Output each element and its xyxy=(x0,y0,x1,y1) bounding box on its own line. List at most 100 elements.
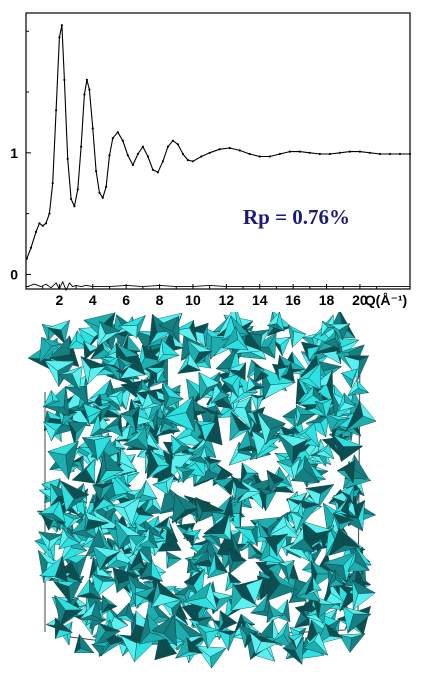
tetrahedron xyxy=(287,324,307,349)
x-tick-label: 4 xyxy=(89,292,97,308)
tetrahedron xyxy=(195,496,224,522)
data-point xyxy=(83,93,86,96)
tetrahedron xyxy=(174,466,195,484)
tetrahedron xyxy=(91,573,118,598)
tetrahedron xyxy=(154,516,173,532)
tetrahedron xyxy=(122,426,149,451)
plot-border xyxy=(25,12,411,290)
tetrahedron xyxy=(272,621,292,648)
tetrahedron xyxy=(76,578,103,600)
tetrahedron xyxy=(340,368,358,389)
data-point xyxy=(51,182,54,185)
tetrahedron xyxy=(347,547,371,572)
data-point xyxy=(98,191,101,194)
tetrahedron xyxy=(193,549,216,568)
tetrahedron xyxy=(256,411,287,446)
data-point xyxy=(85,78,88,81)
tetrahedron xyxy=(47,319,71,344)
x-tick-label: 2 xyxy=(55,292,63,308)
data-point xyxy=(228,146,231,150)
data-point xyxy=(95,170,98,173)
tetrahedron xyxy=(79,600,104,622)
data-point xyxy=(73,205,76,208)
tetrahedron xyxy=(253,364,269,384)
tetrahedron xyxy=(111,496,141,527)
tetrahedron xyxy=(203,456,222,472)
tetrahedron xyxy=(195,420,216,442)
tetrahedron xyxy=(287,633,304,650)
tetrahedron xyxy=(139,558,164,582)
x-tick-label: 20 xyxy=(352,292,368,308)
data-point xyxy=(88,88,91,91)
data-point xyxy=(248,152,251,156)
tetrahedron xyxy=(300,341,321,362)
tetrahedron xyxy=(68,421,88,446)
tetrahedron xyxy=(136,344,164,373)
tetrahedron xyxy=(227,547,248,575)
data-point xyxy=(191,160,195,163)
data-point xyxy=(63,78,66,81)
data-point xyxy=(151,168,154,171)
tetrahedron xyxy=(42,389,60,408)
tetrahedron xyxy=(96,320,121,348)
data-point xyxy=(200,155,203,158)
tetrahedron xyxy=(332,512,354,533)
x-tick-label: 14 xyxy=(252,292,268,308)
tetrahedron xyxy=(101,594,118,614)
data-point xyxy=(108,154,111,157)
data-point xyxy=(66,157,69,160)
tetrahedra-layer xyxy=(27,312,377,669)
x-tick-label: 8 xyxy=(156,292,164,308)
tick-layer: 2 4 6 8 10 12 14 16 18 20 0 1 xyxy=(10,30,378,308)
data-point xyxy=(116,131,119,134)
tetrahedron xyxy=(342,606,372,634)
tetrahedron xyxy=(314,443,335,460)
tetrahedron xyxy=(104,414,123,437)
tetrahedron xyxy=(220,372,242,399)
tetrahedron xyxy=(182,529,202,547)
tetrahedron xyxy=(266,312,285,332)
tetrahedron xyxy=(195,645,227,669)
data-point xyxy=(258,155,261,158)
series-layer xyxy=(25,24,412,291)
tetrahedron xyxy=(328,527,361,556)
tetrahedron xyxy=(212,477,235,496)
data-point xyxy=(48,212,51,215)
tetrahedron xyxy=(54,617,73,639)
tetrahedron xyxy=(264,533,289,557)
tetrahedron xyxy=(347,378,370,396)
tetrahedron xyxy=(332,434,364,463)
data-point xyxy=(80,145,83,148)
tetrahedron xyxy=(132,479,158,504)
tetrahedron xyxy=(173,319,198,344)
y-tick-label: 1 xyxy=(10,145,18,161)
tetrahedron xyxy=(92,545,122,571)
tetrahedron xyxy=(93,622,121,648)
data-point xyxy=(44,222,48,225)
tetrahedron xyxy=(183,581,219,612)
tetrahedron xyxy=(289,526,315,553)
tetrahedron xyxy=(106,389,124,408)
tetrahedron xyxy=(38,499,66,524)
tetrahedron xyxy=(158,315,180,344)
data-point xyxy=(156,171,159,174)
data-point xyxy=(55,109,58,112)
data-point xyxy=(126,154,129,157)
data-point xyxy=(41,224,44,227)
tetrahedron xyxy=(71,458,96,485)
data-point xyxy=(58,36,61,39)
tetrahedron xyxy=(98,450,124,484)
tetrahedron xyxy=(304,575,322,596)
tetrahedron xyxy=(206,552,229,579)
tetrahedron xyxy=(211,382,230,404)
tetrahedron xyxy=(266,469,285,494)
tetrahedron xyxy=(336,459,356,484)
tetrahedron xyxy=(222,326,249,351)
tetrahedron xyxy=(82,403,103,426)
data-point xyxy=(288,150,291,153)
x-tick-label: 6 xyxy=(122,292,130,308)
tetrahedron xyxy=(351,579,377,611)
tetrahedron xyxy=(305,484,334,509)
data-point xyxy=(328,152,331,156)
data-point xyxy=(161,160,164,163)
